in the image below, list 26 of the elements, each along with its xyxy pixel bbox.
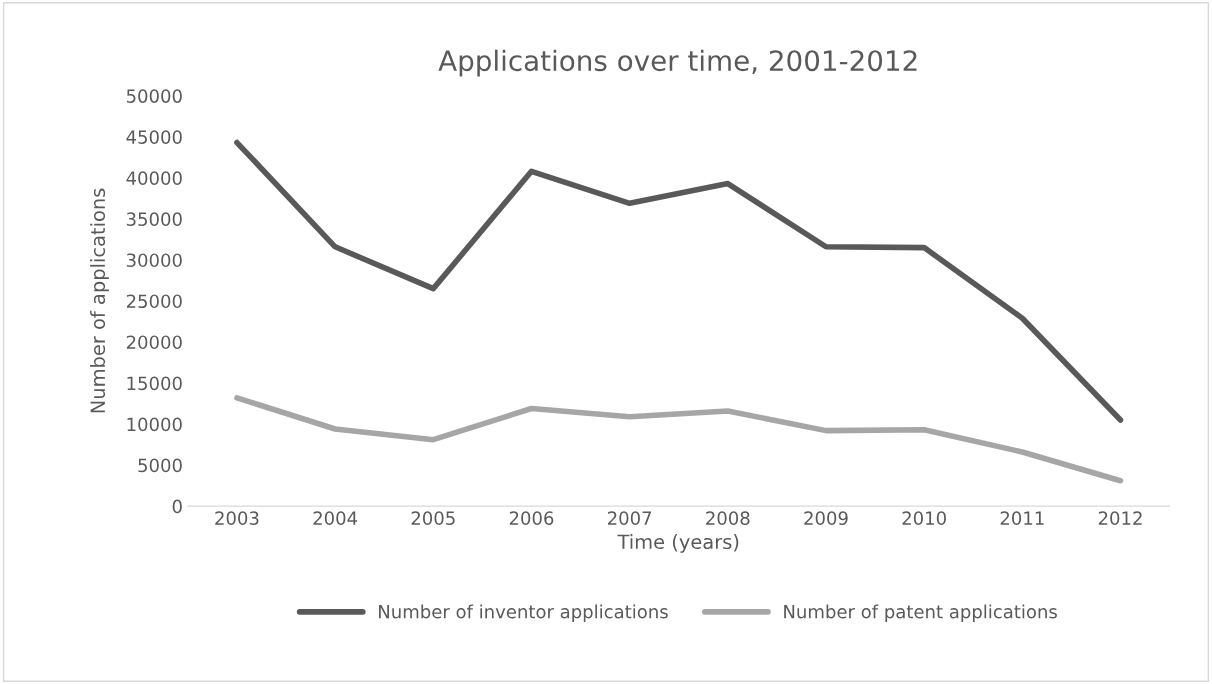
x-tick-label: 2003 [215, 511, 259, 525]
x-tick-label: 2011 [1000, 511, 1044, 525]
y-tick-label: 10000 [127, 417, 182, 432]
legend-label: Number of inventor applications [379, 604, 668, 622]
x-axis-title: Time (years) [617, 534, 739, 553]
y-tick-label: 5000 [138, 458, 182, 473]
y-tick-label: 0 [172, 499, 182, 514]
y-tick-label: 50000 [126, 89, 182, 103]
chart-title: Applications over time, 2001-2012 [438, 49, 917, 77]
y-tick-label: 20000 [126, 335, 182, 350]
y-axis-title: Number of applications [90, 188, 109, 413]
y-tick-label: 40000 [126, 171, 182, 185]
x-tick-label: 2012 [1098, 511, 1142, 525]
y-tick-label: 35000 [126, 212, 182, 226]
x-tick-label: 2010 [902, 511, 946, 525]
y-tick-label: 30000 [126, 253, 182, 268]
x-tick-label: 2009 [804, 511, 848, 525]
y-tick-label: 25000 [126, 294, 182, 309]
x-tick-label: 2004 [313, 511, 358, 525]
x-tick-label: 2007 [607, 511, 652, 525]
y-tick-label: 15000 [127, 376, 182, 391]
y-tick-label: 45000 [126, 130, 182, 144]
x-tick-label: 2005 [411, 511, 455, 525]
x-tick-label: 2006 [509, 511, 554, 525]
x-tick-label: 2008 [706, 511, 750, 525]
legend-label: Number of patent applications [784, 604, 1057, 622]
